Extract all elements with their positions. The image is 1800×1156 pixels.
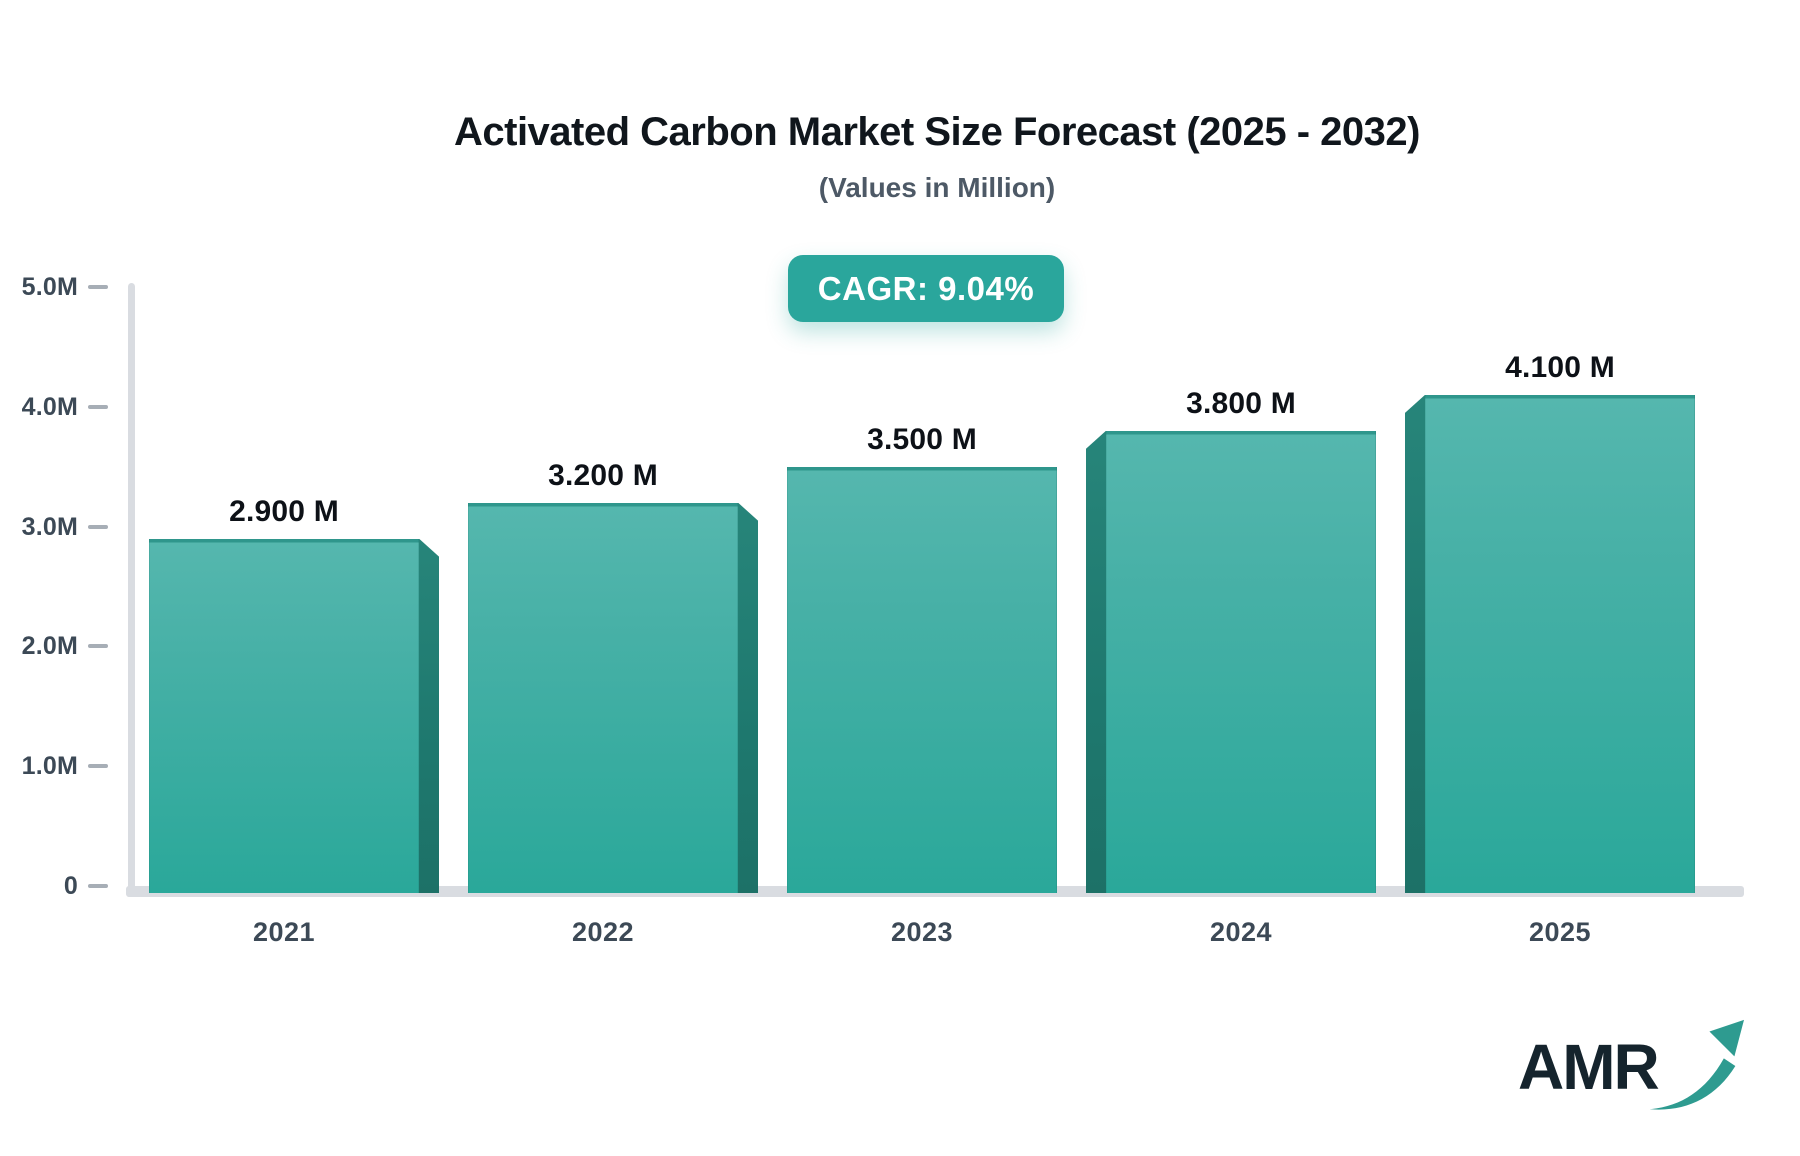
y-axis-line (128, 283, 135, 897)
cagr-badge: CAGR: 9.04% (788, 255, 1064, 322)
x-axis-label-2024: 2024 (1209, 917, 1273, 947)
bar-bevel-2022 (738, 502, 758, 893)
bar-bevel-2021 (419, 538, 439, 893)
bar-value-label-2021: 2.900 M (229, 494, 339, 528)
x-axis-label-2025: 2025 (1528, 917, 1592, 947)
y-axis-tick-1.0M (88, 764, 108, 769)
bar-value-label-2025: 4.100 M (1505, 350, 1615, 384)
amr-logo-text: AMR (1518, 1031, 1660, 1103)
y-axis-tick-4.0M (88, 404, 108, 409)
x-axis-label-2023: 2023 (890, 917, 954, 947)
amr-logo: AMR (1518, 1016, 1758, 1121)
bar-value-label-2022: 3.200 M (548, 458, 658, 492)
y-axis-tick-0 (88, 884, 108, 888)
bar-2022[interactable] (468, 502, 738, 893)
y-axis-label-0: 0 (63, 872, 78, 900)
y-axis-tick-2.0M (88, 644, 108, 649)
bar-2024[interactable] (1106, 430, 1376, 893)
y-axis-label-1.0M: 1.0M (21, 752, 78, 781)
chart-subtitle: (Values in Million) (818, 172, 1056, 203)
x-axis-label-2021: 2021 (252, 917, 316, 947)
bar-bevel-2024 (1086, 430, 1106, 893)
y-axis-label-2.0M: 2.0M (21, 632, 78, 661)
y-axis-tick-5.0M (88, 285, 108, 289)
y-axis-tick-3.0M (88, 524, 108, 529)
y-axis-label-3.0M: 3.0M (21, 512, 78, 541)
x-axis-label-2022: 2022 (571, 917, 635, 947)
y-axis-label-4.0M: 4.0M (21, 392, 78, 421)
trend-up-arrow-icon (1649, 1019, 1744, 1110)
chart-title: Activated Carbon Market Size Forecast (2… (453, 110, 1421, 154)
bar-2021[interactable] (149, 538, 419, 893)
y-axis-label-5.0M: 5.0M (21, 273, 78, 301)
bar-bevel-2025 (1405, 394, 1425, 893)
bar-2025[interactable] (1425, 394, 1695, 893)
bar-value-label-2023: 3.500 M (867, 422, 977, 456)
bar-2023[interactable] (787, 466, 1057, 893)
bar-value-label-2024: 3.800 M (1186, 386, 1296, 420)
